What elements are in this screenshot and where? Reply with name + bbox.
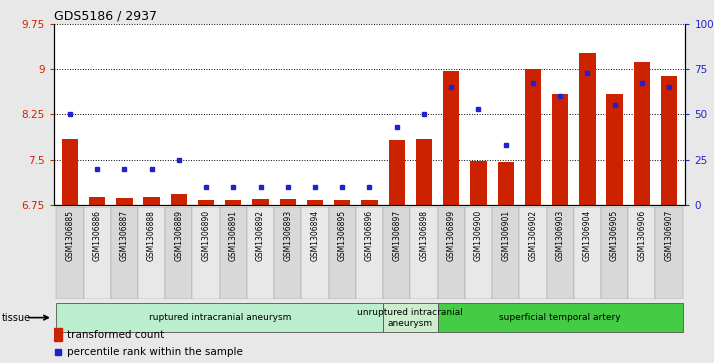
Bar [301, 207, 328, 299]
Text: GSM1306896: GSM1306896 [365, 210, 374, 261]
Text: GSM1306893: GSM1306893 [283, 210, 292, 261]
Bar [634, 62, 650, 205]
Bar [116, 199, 133, 205]
Bar [198, 200, 214, 205]
Text: GSM1306895: GSM1306895 [338, 210, 347, 261]
Bar [328, 207, 356, 299]
Bar [411, 207, 438, 299]
Bar [89, 197, 105, 205]
Bar [438, 303, 683, 333]
Text: GSM1306900: GSM1306900 [474, 210, 483, 261]
Text: ruptured intracranial aneurysm: ruptured intracranial aneurysm [149, 313, 291, 322]
Bar [247, 207, 274, 299]
Text: GSM1306907: GSM1306907 [665, 210, 673, 261]
Text: GSM1306897: GSM1306897 [392, 210, 401, 261]
Text: GSM1306901: GSM1306901 [501, 210, 511, 261]
Bar [492, 207, 519, 299]
Bar [225, 200, 241, 205]
Bar [552, 94, 568, 205]
Bar [56, 207, 84, 299]
Bar [280, 199, 296, 205]
Bar [383, 207, 411, 299]
Text: percentile rank within the sample: percentile rank within the sample [66, 347, 242, 357]
Bar [84, 207, 111, 299]
Bar [443, 71, 459, 205]
Text: GSM1306891: GSM1306891 [228, 210, 238, 261]
Bar [601, 207, 628, 299]
Bar [361, 200, 378, 205]
Text: tissue: tissue [2, 313, 31, 323]
Bar [655, 207, 683, 299]
Text: GSM1306887: GSM1306887 [120, 210, 129, 261]
Bar [606, 94, 623, 205]
Bar [579, 53, 595, 205]
Bar [574, 207, 601, 299]
Text: GSM1306892: GSM1306892 [256, 210, 265, 261]
Bar [61, 139, 78, 205]
Text: GSM1306903: GSM1306903 [555, 210, 565, 261]
Bar [628, 207, 655, 299]
Bar [519, 207, 546, 299]
Text: GSM1306894: GSM1306894 [311, 210, 320, 261]
Bar [546, 207, 574, 299]
Text: superficial temporal artery: superficial temporal artery [499, 313, 621, 322]
Text: GDS5186 / 2937: GDS5186 / 2937 [54, 9, 156, 23]
Bar [111, 207, 138, 299]
Text: GSM1306905: GSM1306905 [610, 210, 619, 261]
Bar [438, 207, 465, 299]
Text: GSM1306899: GSM1306899 [447, 210, 456, 261]
Bar [661, 76, 678, 205]
Bar [165, 207, 193, 299]
Bar [356, 207, 383, 299]
Text: GSM1306888: GSM1306888 [147, 210, 156, 261]
Bar [465, 207, 492, 299]
Bar [56, 303, 383, 333]
Text: GSM1306902: GSM1306902 [528, 210, 538, 261]
Bar [525, 69, 541, 205]
Bar [274, 207, 301, 299]
Text: GSM1306889: GSM1306889 [174, 210, 183, 261]
Bar [138, 207, 165, 299]
Text: GSM1306886: GSM1306886 [93, 210, 101, 261]
Bar [144, 197, 160, 205]
Bar [471, 161, 487, 205]
Text: transformed count: transformed count [66, 330, 164, 339]
Bar [388, 140, 405, 205]
Bar [416, 139, 432, 205]
Bar [334, 200, 351, 205]
Bar [171, 194, 187, 205]
Bar [54, 328, 62, 342]
Bar [252, 199, 268, 205]
Bar [498, 162, 514, 205]
Text: GSM1306898: GSM1306898 [419, 210, 428, 261]
Text: GSM1306906: GSM1306906 [638, 210, 646, 261]
Bar [383, 303, 438, 333]
Bar [220, 207, 247, 299]
Bar [193, 207, 220, 299]
Text: GSM1306904: GSM1306904 [583, 210, 592, 261]
Text: unruptured intracranial
aneurysm: unruptured intracranial aneurysm [358, 307, 463, 328]
Text: GSM1306890: GSM1306890 [201, 210, 211, 261]
Bar [307, 200, 323, 205]
Text: GSM1306885: GSM1306885 [66, 210, 74, 261]
